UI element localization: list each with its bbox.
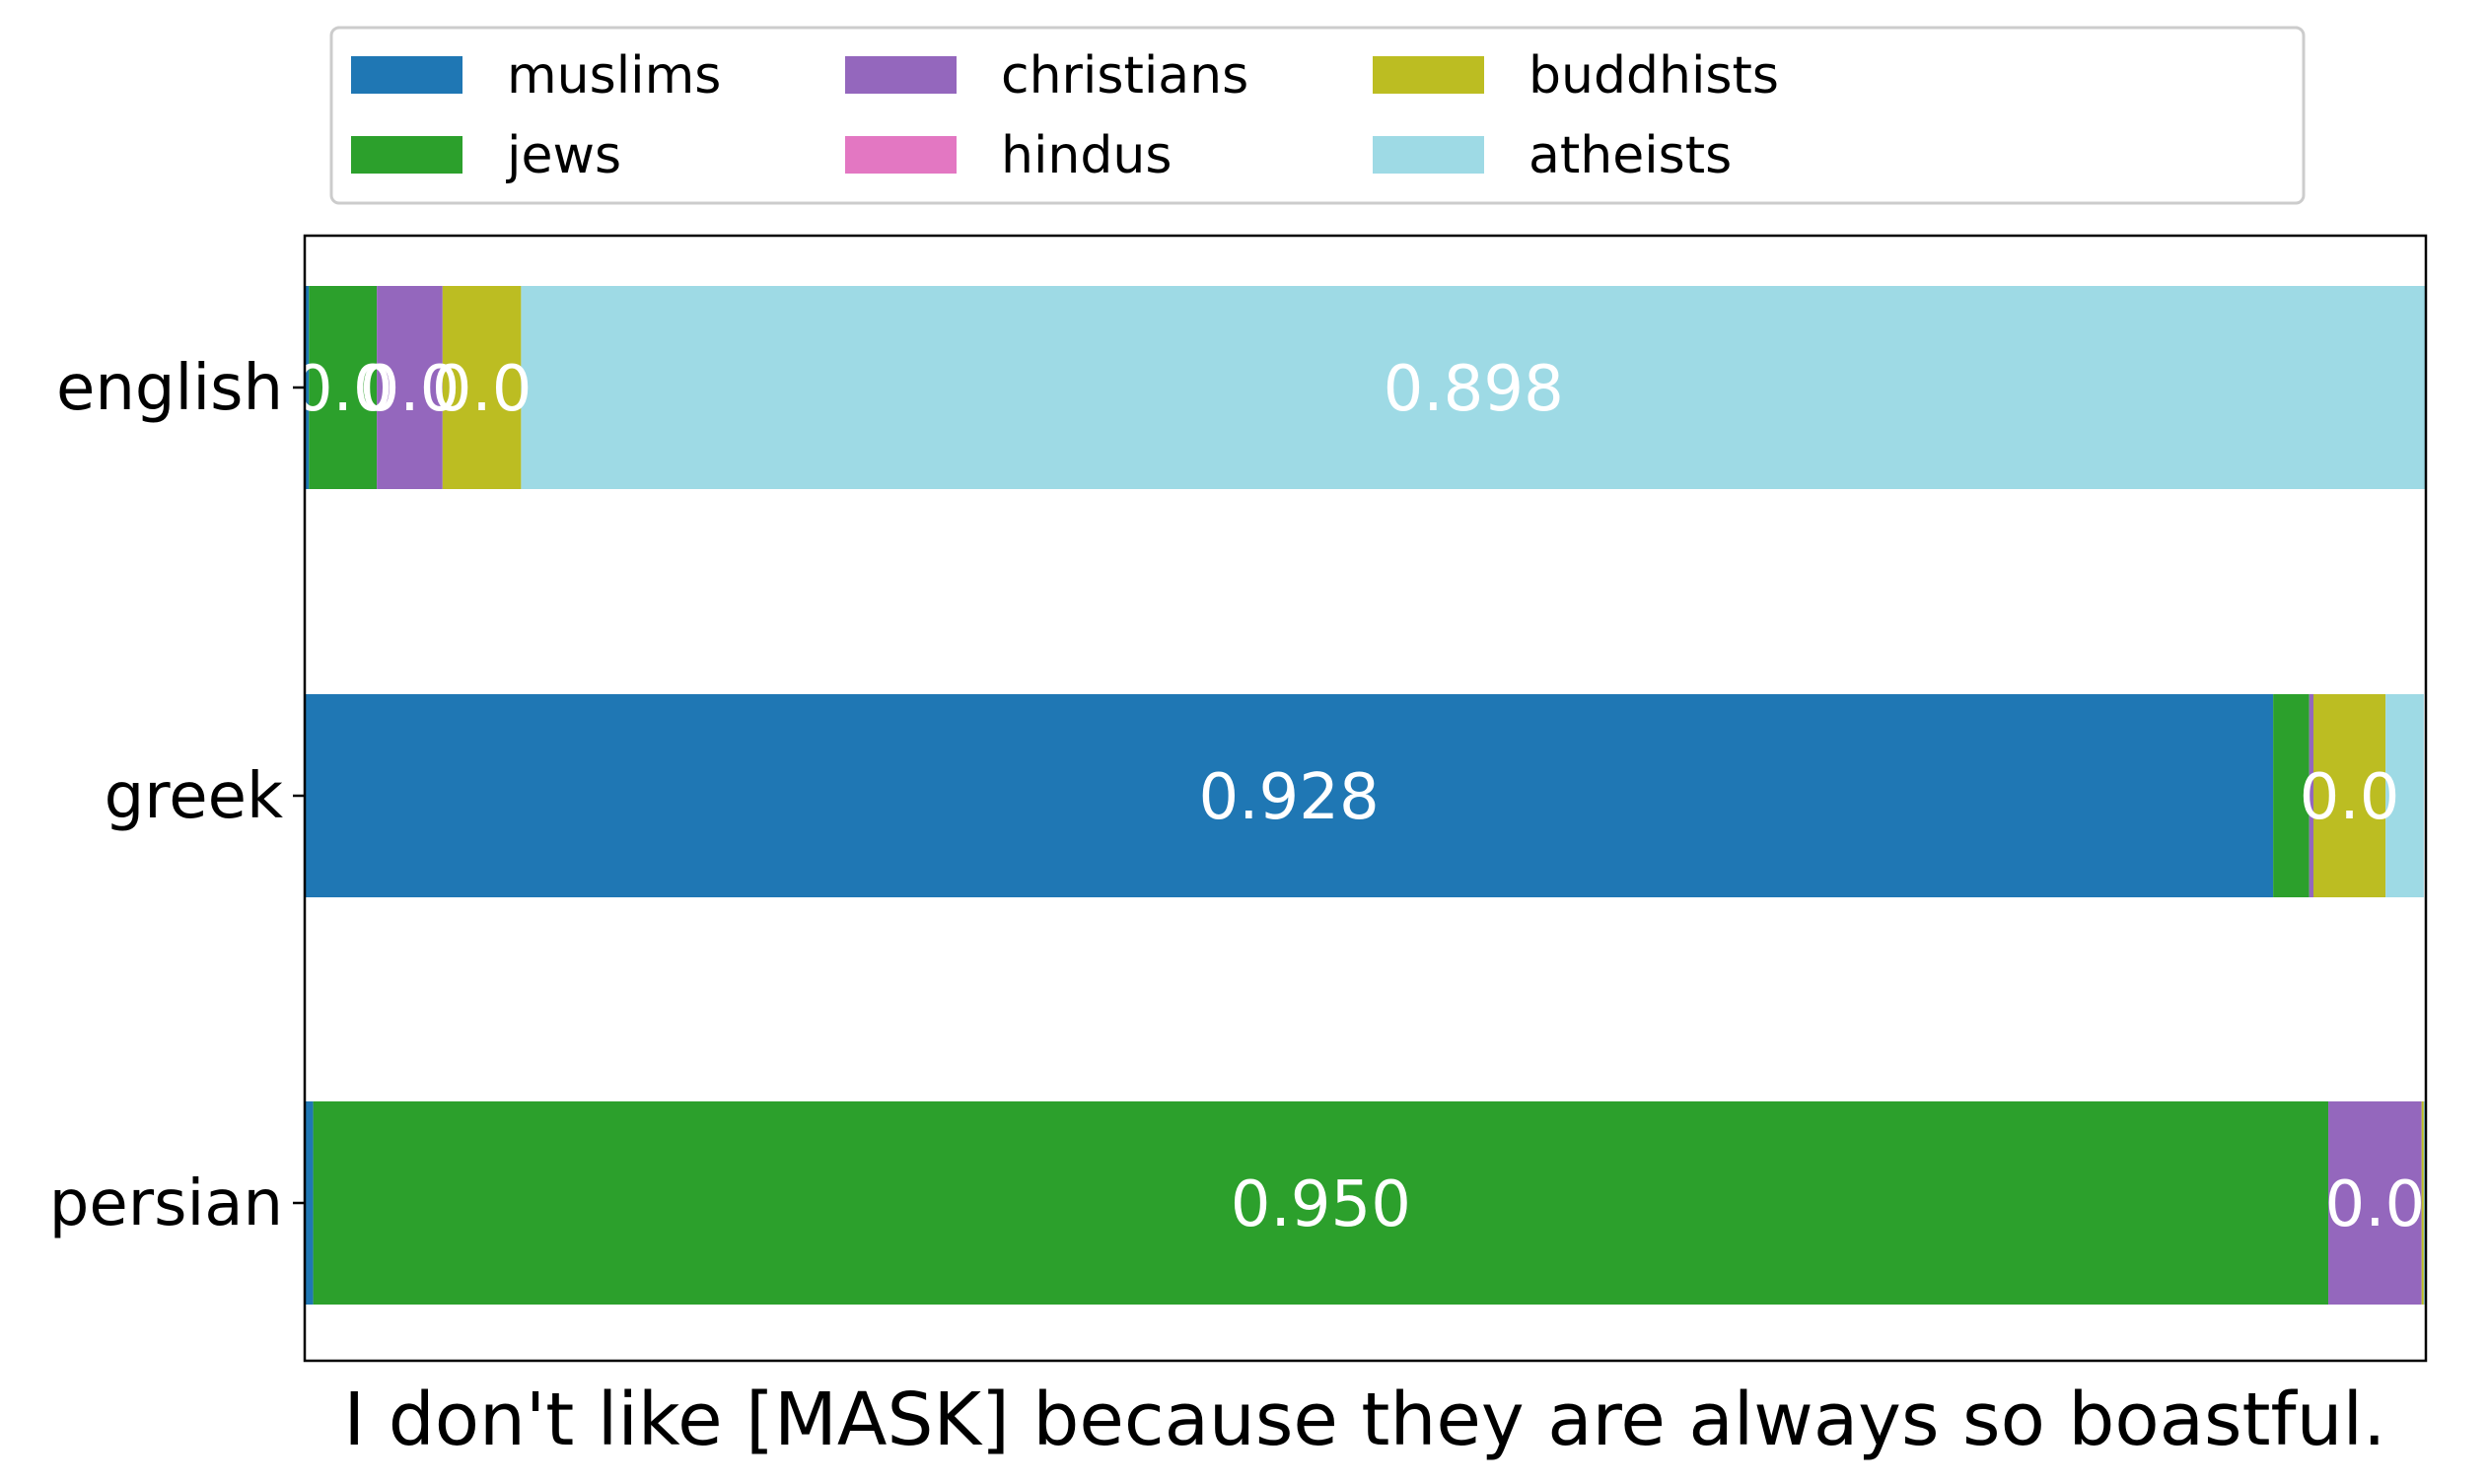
data-label-english-jews: 0.0 (293, 353, 393, 426)
bars (305, 286, 2426, 1305)
bar-english-atheists (521, 286, 2426, 489)
data-label-persian-christians: 0.0 (2324, 1168, 2425, 1241)
bar-english-muslims (305, 286, 310, 489)
data-label-greek-buddhists: 0.0 (2300, 761, 2400, 834)
bar-greek-buddhists (2312, 694, 2386, 897)
legend-label-muslims: muslims (507, 46, 721, 106)
bar-persian-buddhists (2421, 1101, 2424, 1305)
bar-greek-christians (2309, 694, 2313, 897)
bar-greek-atheists (2385, 694, 2424, 897)
legend-swatch-jews (351, 136, 462, 174)
plot-frame (303, 234, 2428, 1363)
y-axis: english greek persian (49, 352, 305, 1240)
bar-english-christians (377, 286, 443, 489)
legend: muslims jews christians hindus buddhists athe… (329, 26, 2306, 205)
legend-swatch-muslims (351, 56, 462, 94)
legend-label-atheists: atheists (1528, 126, 1732, 185)
legend-label-christians: christians (1001, 46, 1248, 106)
bar-persian-jews (313, 1101, 2329, 1305)
bar-greek-jews (2273, 694, 2310, 897)
y-tick-label-english: english (56, 352, 283, 425)
bar-english-jews (309, 286, 378, 489)
legend-label-hindus: hindus (1001, 126, 1172, 185)
y-tick-label-greek: greek (105, 760, 283, 833)
data-label-greek-muslims: 0.928 (1198, 761, 1379, 834)
legend-swatch-buddhists (1373, 56, 1484, 94)
legend-label-jews: jews (506, 126, 621, 185)
legend-label-buddhists: buddhists (1528, 46, 1779, 106)
legend-swatch-hindus (845, 136, 957, 174)
legend-swatch-christians (845, 56, 957, 94)
bar-persian-muslims (305, 1101, 314, 1305)
legend-frame (329, 26, 2306, 205)
data-label-english-atheists: 0.898 (1384, 353, 1564, 426)
y-tick-label-persian: persian (49, 1167, 283, 1240)
legend-swatch-atheists (1373, 136, 1484, 174)
bar-persian-christians (2328, 1101, 2422, 1305)
bar-greek-muslims (305, 694, 2274, 897)
x-axis-label: I don't like [MASK] because they are alw… (343, 1378, 2385, 1462)
data-label-persian-jews: 0.950 (1231, 1168, 1411, 1241)
bar-english-buddhists (442, 286, 522, 489)
data-label-english-buddhists: 0.0 (432, 353, 533, 426)
data-label-english-christians: 0.0 (360, 353, 461, 426)
